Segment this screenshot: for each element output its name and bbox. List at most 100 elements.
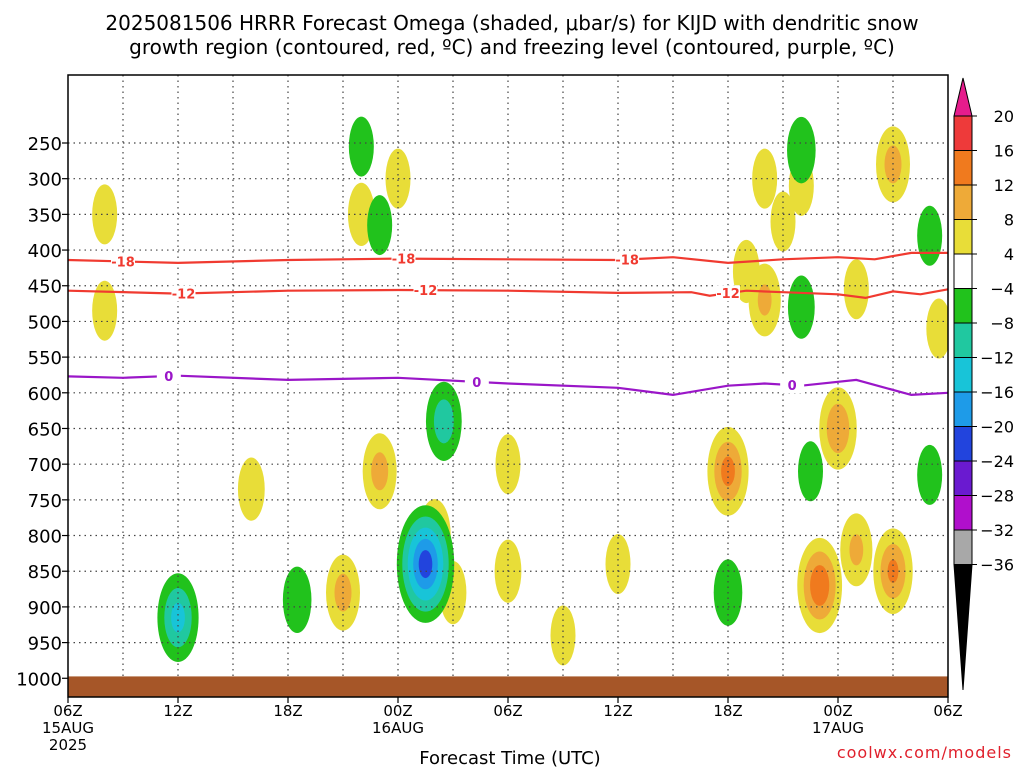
contour-label-0-0: 0 xyxy=(164,370,173,385)
colorbar-tick-label-2: 12 xyxy=(994,176,1014,195)
colorbar-bin-top-arrow xyxy=(953,77,973,117)
x-tick-label-48-0: 06Z xyxy=(933,702,962,720)
colorbar-tick-label-10: −24 xyxy=(980,452,1014,471)
omega-feature-7 xyxy=(362,433,397,510)
x-tick-label-24-0: 06Z xyxy=(493,702,522,720)
colorbar-tick-label-8: −16 xyxy=(980,383,1014,402)
colorbar-tick-label-11: −28 xyxy=(980,487,1014,506)
omega-feature-2 xyxy=(237,457,265,521)
colorbar-bin-5 xyxy=(953,253,973,289)
x-tick-label-36-0: 18Z xyxy=(713,702,742,720)
omega-feature-35 xyxy=(798,441,823,502)
contour-label-12-0: -12 xyxy=(172,287,196,302)
omega-shade-36-0 xyxy=(917,205,943,266)
omega-shade-0-0 xyxy=(92,184,118,245)
omega-shade-30-4 xyxy=(418,550,433,579)
omega-feature-14 xyxy=(605,534,631,595)
y-tick-label-800: 800 xyxy=(28,527,62,548)
contour-label-12-2: -12 xyxy=(716,287,740,302)
contour-label-bg-18-1 xyxy=(391,250,416,267)
x-tick-label-0-0: 06Z xyxy=(53,702,82,720)
omega-shade-2-0 xyxy=(237,457,265,521)
y-tick-label-750: 750 xyxy=(28,491,62,512)
x-axis-label: Forecast Time (UTC) xyxy=(419,748,600,768)
omega-shade-6-0 xyxy=(367,195,393,256)
contour-layer: -18 -18 -18 -12 -12 -12 0 0 0 xyxy=(67,250,949,397)
colorbar-bin-8 xyxy=(953,357,973,393)
y-tick-label-1000: 1000 xyxy=(16,669,62,690)
y-tick-label-450: 450 xyxy=(28,277,62,298)
omega-feature-13 xyxy=(550,605,576,666)
contour-label-bg-12-2 xyxy=(716,285,740,302)
y-tick-label-600: 600 xyxy=(28,384,62,405)
omega-feature-31 xyxy=(425,381,462,461)
omega-feature-18 xyxy=(770,191,796,252)
contour-label-bg-12-1 xyxy=(413,282,438,299)
y-tick-label-950: 950 xyxy=(28,634,62,655)
x-tick-label-42-0: 00Z xyxy=(823,702,852,720)
grid-layer xyxy=(68,75,948,697)
colorbar-bin-6 xyxy=(953,288,973,324)
omega-feature-37 xyxy=(917,444,943,505)
omega-shade-28-2 xyxy=(171,602,185,633)
y-tick-label-250: 250 xyxy=(28,134,62,155)
x-tick-label-0-2: 2025 xyxy=(49,736,87,754)
omega-feature-28 xyxy=(157,573,199,663)
x-tick-label-6-0: 12Z xyxy=(163,702,192,720)
colorbar: 20 16 12 8 4 −4 −8 −12 −16 −20 −24 −28 −32 −36 xyxy=(953,77,1014,691)
y-tick-label-650: 650 xyxy=(28,419,62,440)
omega-feature-25 xyxy=(843,259,869,320)
colorbar-bin-1 xyxy=(953,115,973,151)
omega-shade-25-0 xyxy=(843,259,869,320)
omega-feature-19 xyxy=(752,148,778,209)
omega-feature-29 xyxy=(282,566,312,633)
contour-label-bg-18-0 xyxy=(111,253,135,270)
contour-label-12-1: -12 xyxy=(414,284,438,299)
omega-shade-13-0 xyxy=(550,605,576,666)
colorbar-bin-10 xyxy=(953,426,973,462)
omega-shade-26-0 xyxy=(926,298,948,359)
y-tick-label-300: 300 xyxy=(28,170,62,191)
x-tick-label-30-0: 12Z xyxy=(603,702,632,720)
contour-line-0 xyxy=(67,374,949,397)
omega-feature-22 xyxy=(840,513,873,587)
colorbar-tick-label-4: 4 xyxy=(1004,245,1014,264)
omega-shade-31-1 xyxy=(433,399,454,444)
contour-12: -12 -12 -12 xyxy=(67,282,949,302)
omega-shade-22-1 xyxy=(849,534,864,566)
surface-terrain xyxy=(68,676,948,697)
y-tick-label-500: 500 xyxy=(28,312,62,333)
x-tick-label-0-1: 15AUG xyxy=(42,719,94,737)
x-tick-label-18-0: 00Z xyxy=(383,702,412,720)
omega-feature-17 xyxy=(748,263,781,337)
contour-label-0-2: 0 xyxy=(788,379,797,394)
contour-label-18-2: -18 xyxy=(615,254,639,269)
contour-label-18-1: -18 xyxy=(392,253,416,268)
colorbar-tick-label-1: 16 xyxy=(994,142,1014,161)
contour-label-bg-0-0 xyxy=(156,368,181,385)
omega-shade-19-0 xyxy=(752,148,778,209)
omega-shade-34-0 xyxy=(787,275,815,339)
colorbar-bin-2 xyxy=(953,150,973,186)
colorbar-tick-label-5: −4 xyxy=(990,280,1014,299)
contour-label-18-0: -18 xyxy=(111,255,135,270)
omega-feature-6 xyxy=(367,195,393,256)
omega-shade-7-1 xyxy=(371,452,389,491)
chart-title-line-1: 2025081506 HRRR Forecast Omega (shaded, … xyxy=(105,11,918,35)
omega-feature-0 xyxy=(92,184,118,245)
contour-label-bg-12-0 xyxy=(171,285,196,302)
omega-shade-29-0 xyxy=(282,566,312,633)
omega-shade-5-0 xyxy=(348,116,374,177)
omega-feature-5 xyxy=(348,116,374,177)
x-tick-label-18-1: 16AUG xyxy=(372,719,424,737)
omega-feature-34 xyxy=(787,275,815,339)
plot-area: -18 -18 -18 -12 -12 -12 0 0 0 xyxy=(67,74,949,698)
omega-shade-37-0 xyxy=(917,444,943,505)
omega-shade-35-0 xyxy=(798,441,823,502)
omega-shade-18-0 xyxy=(770,191,796,252)
omega-shade-33-0 xyxy=(787,116,816,184)
colorbar-bin-11 xyxy=(953,460,973,496)
colorbar-bin-12 xyxy=(953,495,973,531)
colorbar-bin-4 xyxy=(953,219,973,255)
